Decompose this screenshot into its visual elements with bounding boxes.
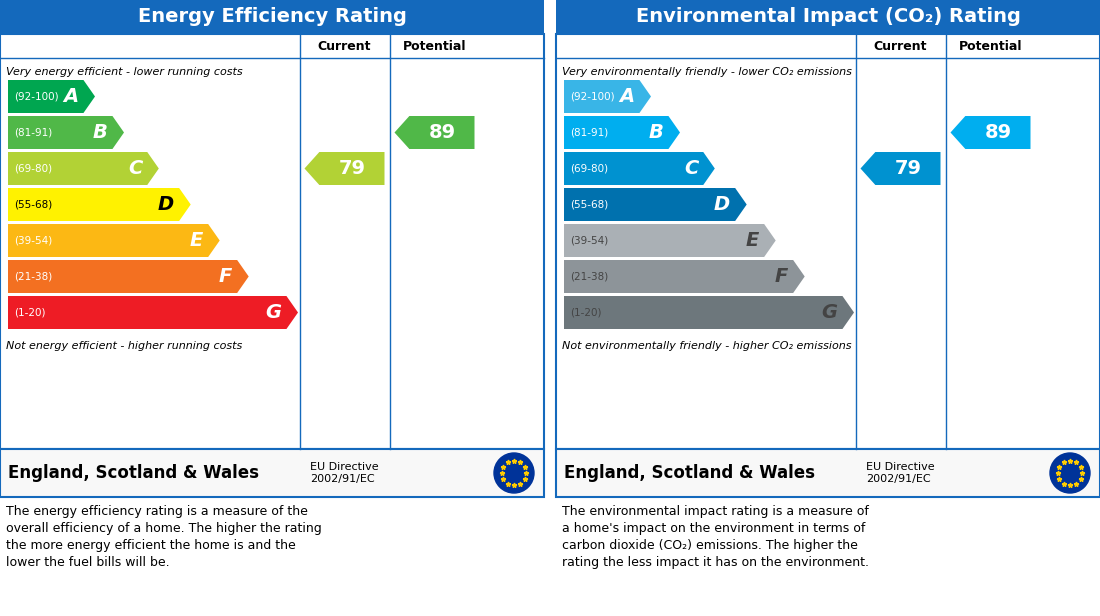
Polygon shape (564, 260, 805, 293)
Text: (81-91): (81-91) (14, 128, 53, 137)
Text: (92-100): (92-100) (14, 92, 58, 102)
Text: The energy efficiency rating is a measure of the
overall efficiency of a home. T: The energy efficiency rating is a measur… (6, 505, 321, 569)
Text: 89: 89 (428, 123, 455, 142)
Polygon shape (564, 80, 651, 113)
Polygon shape (8, 260, 249, 293)
Text: F: F (774, 267, 788, 286)
Text: C: C (128, 159, 142, 178)
Polygon shape (860, 152, 940, 185)
Bar (0, 449, 544, 497)
Text: 89: 89 (984, 123, 1012, 142)
Text: Environmental Impact (CO₂) Rating: Environmental Impact (CO₂) Rating (636, 7, 1021, 26)
Text: D: D (158, 195, 174, 214)
Text: Very environmentally friendly - lower CO₂ emissions: Very environmentally friendly - lower CO… (562, 67, 851, 77)
Text: (1-20): (1-20) (570, 307, 602, 317)
Text: 79: 79 (339, 159, 365, 178)
Text: Current: Current (873, 39, 927, 52)
Text: England, Scotland & Wales: England, Scotland & Wales (8, 464, 258, 482)
Text: Very energy efficient - lower running costs: Very energy efficient - lower running co… (6, 67, 243, 77)
Text: Energy Efficiency Rating: Energy Efficiency Rating (138, 7, 406, 26)
Polygon shape (564, 152, 715, 185)
Text: B: B (92, 123, 108, 142)
Text: (39-54): (39-54) (570, 235, 608, 246)
Text: The environmental impact rating is a measure of
a home's impact on the environme: The environmental impact rating is a mea… (562, 505, 869, 569)
Text: EU Directive
2002/91/EC: EU Directive 2002/91/EC (310, 462, 378, 484)
Bar (556, 34, 1100, 449)
Text: Not environmentally friendly - higher CO₂ emissions: Not environmentally friendly - higher CO… (562, 341, 851, 351)
Circle shape (494, 453, 534, 493)
Polygon shape (395, 116, 474, 149)
Text: (55-68): (55-68) (14, 200, 53, 209)
Text: (92-100): (92-100) (570, 92, 615, 102)
Polygon shape (8, 224, 220, 257)
Bar (0, 0, 544, 34)
Text: (21-38): (21-38) (14, 272, 53, 282)
Text: England, Scotland & Wales: England, Scotland & Wales (564, 464, 815, 482)
Text: F: F (219, 267, 232, 286)
Text: Current: Current (318, 39, 372, 52)
Text: Potential: Potential (403, 39, 466, 52)
Text: E: E (746, 231, 759, 250)
Text: (69-80): (69-80) (570, 163, 608, 174)
Text: C: C (684, 159, 699, 178)
Text: Not energy efficient - higher running costs: Not energy efficient - higher running co… (6, 341, 242, 351)
Text: (55-68): (55-68) (570, 200, 608, 209)
Polygon shape (564, 188, 747, 221)
Text: D: D (714, 195, 730, 214)
Text: B: B (649, 123, 663, 142)
Polygon shape (950, 116, 1031, 149)
Text: (1-20): (1-20) (14, 307, 45, 317)
Text: E: E (190, 231, 204, 250)
Text: A: A (64, 87, 78, 106)
Polygon shape (564, 224, 776, 257)
Polygon shape (8, 116, 124, 149)
Polygon shape (8, 296, 298, 329)
Text: (81-91): (81-91) (570, 128, 608, 137)
Text: G: G (265, 303, 282, 322)
Text: 79: 79 (894, 159, 922, 178)
Polygon shape (564, 116, 680, 149)
Circle shape (1050, 453, 1090, 493)
Polygon shape (564, 296, 854, 329)
Bar (556, 449, 1100, 497)
Bar (0, 34, 544, 449)
Text: (39-54): (39-54) (14, 235, 53, 246)
Text: Potential: Potential (959, 39, 1022, 52)
Text: (21-38): (21-38) (570, 272, 608, 282)
Polygon shape (8, 152, 158, 185)
Polygon shape (305, 152, 385, 185)
Polygon shape (8, 80, 95, 113)
Text: (69-80): (69-80) (14, 163, 52, 174)
Text: G: G (822, 303, 837, 322)
Polygon shape (8, 188, 190, 221)
Text: EU Directive
2002/91/EC: EU Directive 2002/91/EC (866, 462, 935, 484)
Bar (556, 0, 1100, 34)
Text: A: A (619, 87, 635, 106)
